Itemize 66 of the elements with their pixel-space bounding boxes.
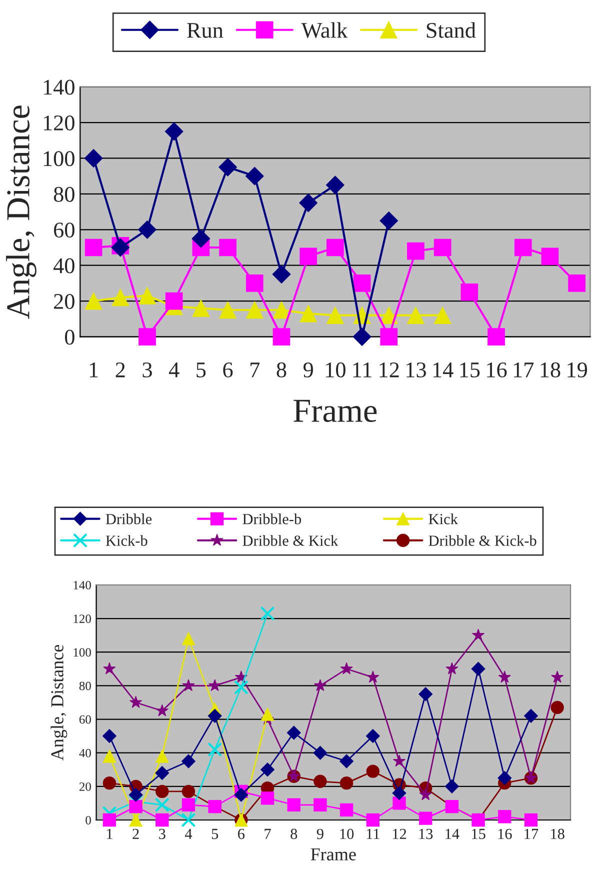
legend-label: Dribble-b <box>242 514 302 524</box>
y-tick-label: 120 <box>74 614 91 623</box>
x-tick-label: 8 <box>276 362 286 378</box>
legend-label: Stand <box>426 22 476 38</box>
x-tick-label: 5 <box>212 828 218 840</box>
y-tick-label: 0 <box>86 816 91 824</box>
x-tick-label: 3 <box>142 362 152 378</box>
x-tick-label: 12 <box>380 362 399 378</box>
x-tick-label: 10 <box>326 362 346 378</box>
x-tick-label: 4 <box>184 828 192 839</box>
legend-label: Kick <box>428 514 458 524</box>
y-tick-label: 40 <box>79 748 91 758</box>
y-tick-label: 80 <box>54 186 74 202</box>
legend-label: Run <box>187 23 224 38</box>
x-tick-label: 2 <box>116 362 125 378</box>
x-tick-label: 9 <box>303 362 313 378</box>
legend-label: Kick-b <box>106 535 148 546</box>
y-tick-label: 60 <box>79 715 91 724</box>
x-tick-label: 3 <box>159 828 166 840</box>
x-tick-label: 16 <box>498 828 512 840</box>
x-tick-label: 14 <box>446 828 460 839</box>
x-tick-label: 18 <box>551 828 564 840</box>
y-tick-label: 60 <box>54 222 74 238</box>
y-tick-label: 0 <box>65 330 74 345</box>
y-tick-label: 140 <box>74 580 91 590</box>
y-tick-label: 20 <box>54 294 74 309</box>
x-tick-label: 4 <box>168 362 180 378</box>
x-tick-label: 17 <box>524 828 538 839</box>
y-tick-label: 120 <box>44 115 74 130</box>
x-tick-label: 11 <box>353 362 372 378</box>
x-tick-label: 16 <box>487 362 507 378</box>
y-axis-title: Angle, Distance <box>6 106 36 319</box>
x-tick-label: 9 <box>316 828 324 840</box>
x-tick-label: 14 <box>433 362 454 378</box>
y-tick-label: 20 <box>79 782 91 791</box>
x-tick-label: 18 <box>540 362 560 378</box>
x-tick-label: 7 <box>250 362 260 378</box>
x-tick-label: 6 <box>223 362 233 378</box>
x-tick-label: 19 <box>568 362 588 378</box>
y-tick-label: 40 <box>53 258 74 274</box>
x-tick-label: 1 <box>106 828 112 839</box>
x-axis-title: Frame <box>294 400 377 422</box>
x-tick-label: 11 <box>366 828 380 839</box>
x-tick-label: 1 <box>90 362 98 378</box>
x-tick-label: 15 <box>460 362 480 378</box>
x-tick-label: 8 <box>290 828 298 840</box>
x-tick-label: 12 <box>392 828 406 839</box>
y-axis-title: Angle, Distance <box>50 644 68 760</box>
y-tick-label: 100 <box>74 648 91 657</box>
y-tick-label: 80 <box>79 682 91 690</box>
legend-label: Dribble <box>106 514 152 524</box>
x-tick-label: 5 <box>196 362 206 378</box>
x-tick-label: 13 <box>406 362 426 378</box>
x-tick-label: 10 <box>340 828 354 840</box>
legend-label: Dribble & Kick <box>242 535 338 546</box>
x-tick-label: 17 <box>514 362 534 378</box>
y-tick-label: 140 <box>44 80 74 95</box>
legend-label: Dribble & Kick-b <box>428 535 536 546</box>
y-tick-label: 100 <box>44 151 74 166</box>
x-tick-label: 13 <box>419 828 433 840</box>
x-tick-label: 7 <box>264 828 271 839</box>
x-tick-label: 15 <box>472 828 486 840</box>
x-tick-label: 2 <box>132 828 139 839</box>
x-axis-title: Frame <box>310 848 356 860</box>
legend-label: Walk <box>301 22 348 38</box>
x-tick-label: 6 <box>238 828 245 840</box>
